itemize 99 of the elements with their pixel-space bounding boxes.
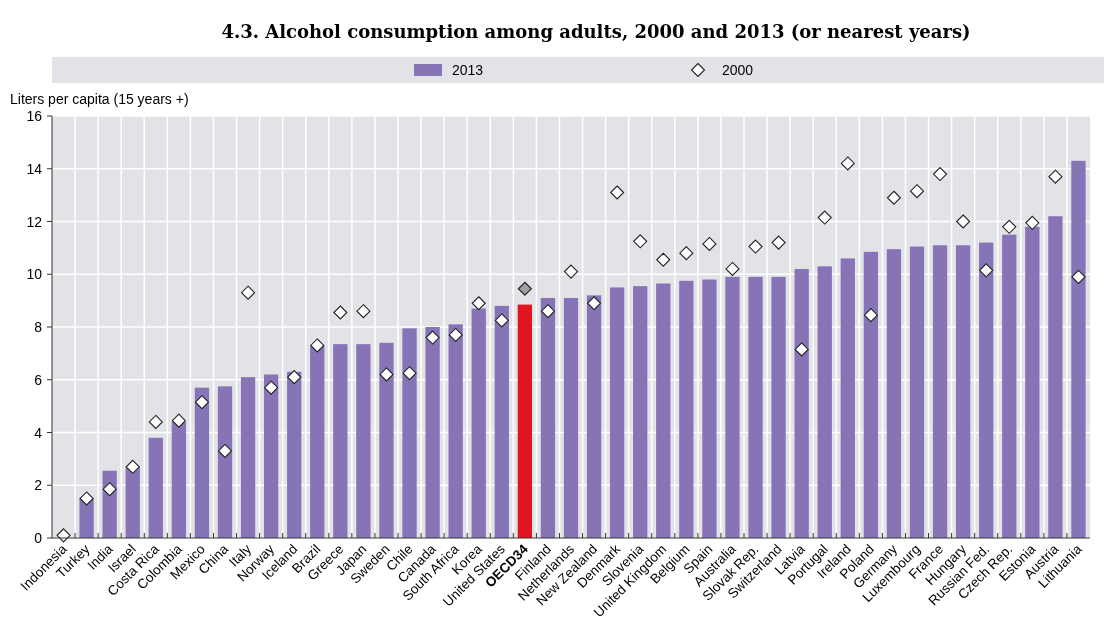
bar xyxy=(402,328,417,538)
bar xyxy=(310,345,325,538)
bar xyxy=(494,305,509,538)
point xyxy=(840,156,855,171)
bar xyxy=(955,245,971,538)
legend-label: 2013 xyxy=(452,62,484,78)
y-tick-label: 12 xyxy=(26,213,43,230)
bar xyxy=(609,287,625,538)
bar xyxy=(725,276,740,538)
point xyxy=(402,366,417,381)
bar xyxy=(240,377,256,538)
y-tick-label: 8 xyxy=(34,319,43,335)
point xyxy=(702,236,717,251)
point xyxy=(241,285,256,300)
point xyxy=(1002,219,1017,234)
bar xyxy=(794,268,809,538)
bar xyxy=(148,437,163,538)
point xyxy=(194,395,209,410)
point xyxy=(909,184,925,199)
point xyxy=(356,304,371,319)
y-tick-label: 0 xyxy=(34,530,43,546)
point xyxy=(610,185,625,200)
point xyxy=(656,252,671,267)
bar xyxy=(563,297,579,538)
point xyxy=(79,491,94,506)
point xyxy=(794,342,809,357)
bar xyxy=(1048,216,1063,538)
bar xyxy=(702,279,717,538)
bar xyxy=(932,245,948,538)
bar xyxy=(909,246,925,538)
bar xyxy=(633,286,648,538)
bar xyxy=(748,276,763,538)
point xyxy=(1025,215,1040,230)
bar xyxy=(1025,226,1040,538)
bar xyxy=(979,242,994,538)
bar xyxy=(656,283,671,538)
bar xyxy=(194,387,210,538)
point xyxy=(956,214,971,229)
point xyxy=(817,210,832,225)
y-tick-label: 10 xyxy=(26,266,43,283)
point xyxy=(310,338,325,353)
point xyxy=(863,308,878,323)
y-axis-title: Liters per capita (15 years +) xyxy=(10,91,189,107)
bar xyxy=(217,386,233,538)
point xyxy=(264,380,279,395)
bar xyxy=(679,280,694,538)
bar xyxy=(471,308,486,538)
y-tick-label: 2 xyxy=(34,477,43,494)
point xyxy=(979,263,994,278)
point xyxy=(171,413,186,428)
bar xyxy=(1002,234,1017,538)
point xyxy=(448,327,463,342)
bar xyxy=(817,266,832,538)
point xyxy=(471,296,486,311)
bar xyxy=(586,295,602,538)
bar xyxy=(886,249,902,538)
point xyxy=(379,367,394,382)
point xyxy=(102,482,117,497)
y-tick-label: 14 xyxy=(26,160,43,177)
bar xyxy=(448,324,463,538)
bar xyxy=(517,304,533,538)
bar xyxy=(263,374,279,538)
bar xyxy=(171,421,187,538)
point xyxy=(217,443,233,459)
bar xyxy=(540,297,556,538)
y-tick-label: 6 xyxy=(34,371,43,388)
y-tick-label: 16 xyxy=(26,108,43,124)
point xyxy=(540,304,555,319)
point xyxy=(287,370,302,385)
bar xyxy=(771,276,786,538)
point xyxy=(679,246,694,261)
bar xyxy=(356,344,371,538)
point xyxy=(748,239,763,254)
point xyxy=(886,190,901,205)
point xyxy=(587,296,602,311)
point xyxy=(563,264,579,279)
point xyxy=(148,414,163,429)
point xyxy=(425,330,440,345)
point xyxy=(771,235,786,250)
bar xyxy=(125,466,140,538)
legend-label: 2000 xyxy=(722,62,754,78)
point xyxy=(333,305,348,320)
point xyxy=(633,234,648,249)
chart-title: 4.3. Alcohol consumption among adults, 2000 and 2013 (or nearest years) xyxy=(221,21,971,42)
bar xyxy=(333,344,348,538)
point xyxy=(1048,169,1063,184)
bar xyxy=(425,327,440,538)
point xyxy=(494,313,509,328)
y-tick-label: 4 xyxy=(34,424,43,441)
point xyxy=(125,459,140,474)
bar xyxy=(863,251,879,538)
bar xyxy=(1071,160,1086,538)
point xyxy=(725,261,740,277)
bar xyxy=(379,342,394,538)
point xyxy=(1071,269,1086,284)
point xyxy=(933,166,948,182)
bar xyxy=(287,371,302,538)
point xyxy=(517,281,532,296)
bar xyxy=(840,258,855,538)
